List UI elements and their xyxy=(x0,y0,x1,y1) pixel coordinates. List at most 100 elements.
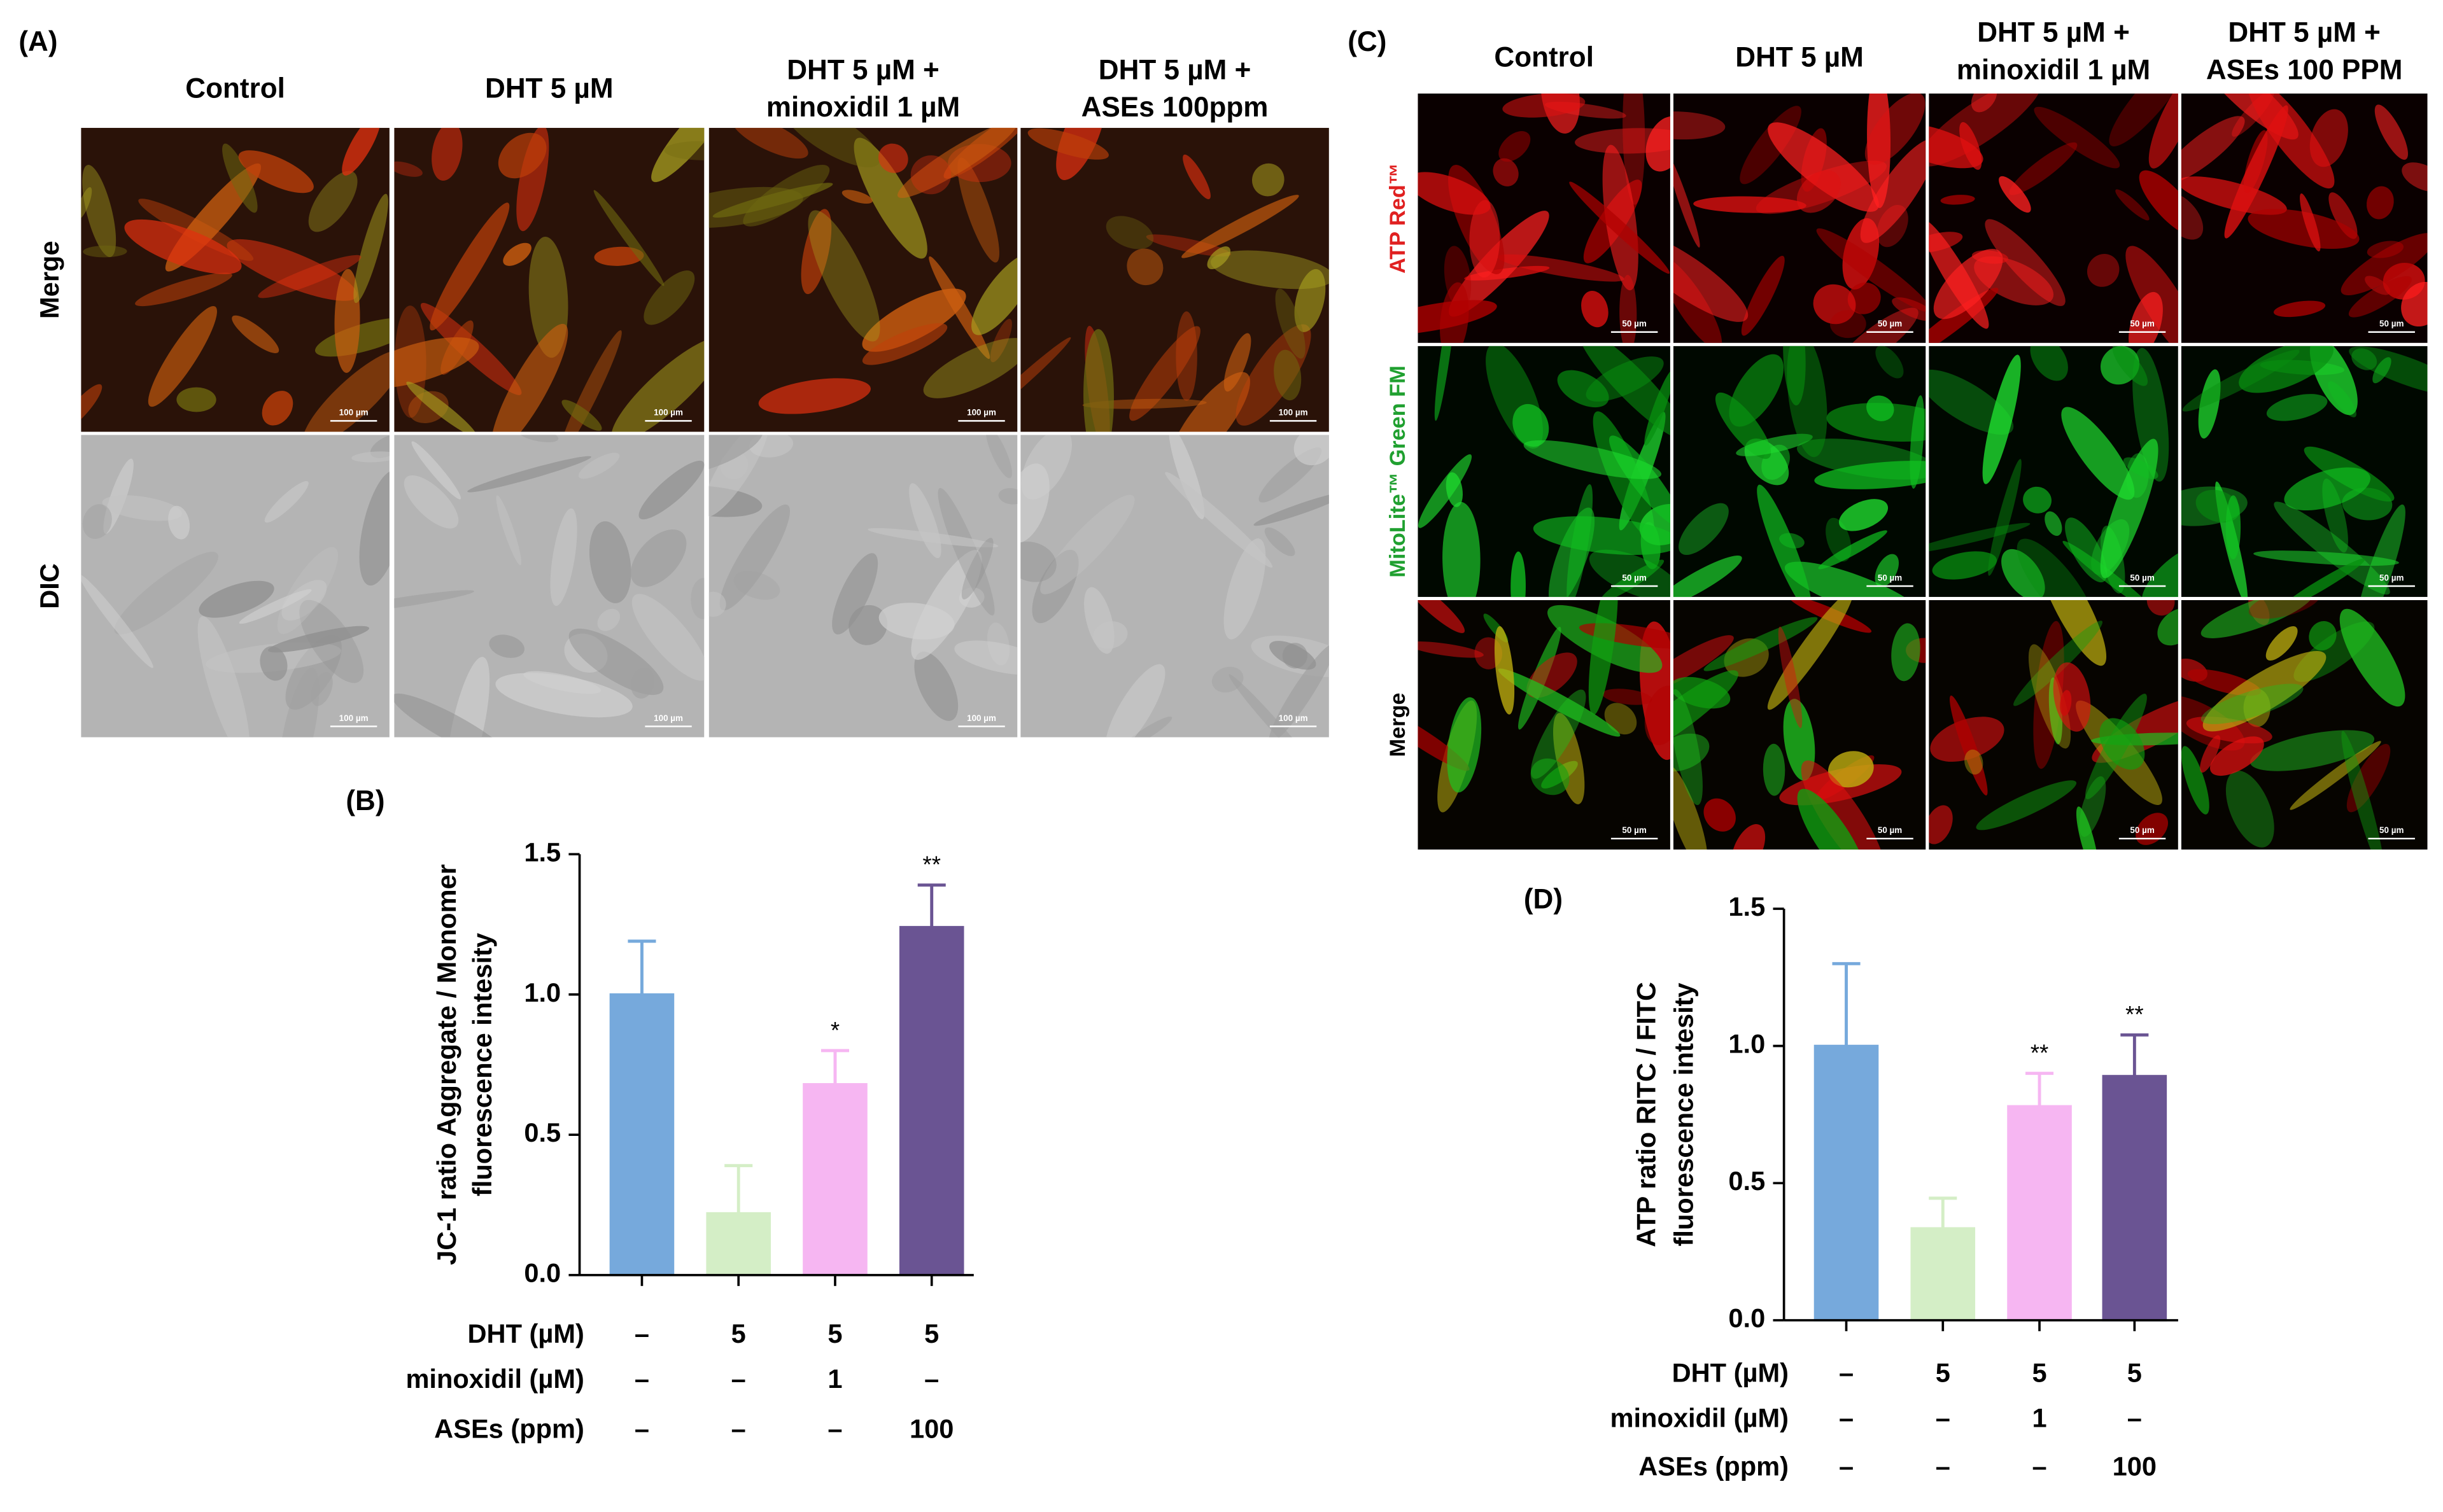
cell xyxy=(2200,683,2304,724)
cell xyxy=(1181,195,1299,258)
cell xyxy=(2181,192,2204,240)
cell xyxy=(1275,288,1306,359)
cell xyxy=(2348,276,2412,318)
treatment-entry: 5 xyxy=(2032,1357,2046,1387)
cell xyxy=(1814,461,1926,489)
significance-label: ** xyxy=(2125,1002,2144,1028)
cell xyxy=(1783,346,1806,406)
treatment-label: ASEs (ppm) xyxy=(1638,1451,1789,1481)
cell xyxy=(2341,233,2428,296)
cell xyxy=(898,127,1017,199)
cell xyxy=(708,186,803,228)
cell xyxy=(2300,193,2321,252)
cell xyxy=(81,575,153,668)
cell xyxy=(998,488,1018,505)
cell xyxy=(1211,666,1244,693)
treatment-entry: – xyxy=(2032,1451,2046,1481)
cell xyxy=(353,193,388,304)
cell xyxy=(135,272,232,307)
cell xyxy=(278,668,320,738)
column-header: Control xyxy=(1494,42,1594,73)
cell xyxy=(961,538,994,599)
panel-label: (C) xyxy=(1348,26,1386,57)
cell xyxy=(1083,329,1114,432)
cell xyxy=(691,578,705,619)
cell xyxy=(1282,643,1307,669)
cell xyxy=(1673,154,1700,248)
cell xyxy=(411,441,461,500)
cell xyxy=(1673,764,1708,850)
cell xyxy=(2087,254,2120,287)
column-header: minoxidil 1 µM xyxy=(766,92,960,123)
cell xyxy=(1493,158,1519,186)
cell xyxy=(2202,651,2327,732)
cell xyxy=(2274,501,2390,595)
micrograph: 50 µm xyxy=(1673,346,1926,598)
cell xyxy=(503,242,532,266)
scale-bar-label: 100 µm xyxy=(339,713,369,723)
cell xyxy=(1169,372,1250,432)
cell xyxy=(1839,499,1889,531)
cell xyxy=(1581,291,1609,328)
cell xyxy=(491,323,568,432)
cell xyxy=(1950,695,1988,796)
panel-label: (B) xyxy=(346,785,384,816)
cell xyxy=(985,435,1012,479)
cell xyxy=(854,137,927,259)
cell xyxy=(2200,735,2221,773)
cell xyxy=(1418,172,1491,215)
cell xyxy=(801,209,832,295)
y-tick-label: 1.0 xyxy=(524,977,561,1007)
scale-bar-label: 50 µm xyxy=(2130,573,2154,582)
cell xyxy=(1929,805,1953,844)
cell xyxy=(1020,337,1071,427)
cell xyxy=(1020,542,1057,582)
cell xyxy=(1498,668,1621,737)
row-label: Merge xyxy=(1386,693,1410,757)
cell xyxy=(630,529,687,587)
cell xyxy=(1418,600,1465,633)
treatment-entry: – xyxy=(924,1364,939,1394)
cell xyxy=(708,591,726,617)
micrograph: 50 µm xyxy=(2181,93,2428,343)
cell xyxy=(1253,491,1329,526)
cell xyxy=(731,127,808,159)
cell xyxy=(2001,549,2045,598)
cell xyxy=(489,634,525,658)
cell xyxy=(199,580,274,618)
column-header: DHT 5 µM xyxy=(485,73,614,104)
cell xyxy=(2248,209,2360,249)
cell xyxy=(954,640,1018,675)
scale-bar-label: 100 µm xyxy=(654,713,683,723)
treatment-entry: – xyxy=(635,1319,649,1348)
cell xyxy=(1892,297,1926,321)
cell xyxy=(1523,440,1661,479)
cell xyxy=(1127,248,1164,286)
cell xyxy=(1251,163,1285,197)
treatment-entry: – xyxy=(1839,1403,1854,1432)
cell xyxy=(1447,697,1482,793)
cell xyxy=(1497,254,1624,282)
cell xyxy=(1418,454,1472,528)
cell xyxy=(2013,620,2103,706)
cell xyxy=(957,157,999,263)
cell xyxy=(102,495,182,521)
row-label: Merge xyxy=(34,241,64,319)
cell xyxy=(758,378,871,414)
significance-label: ** xyxy=(2031,1040,2049,1066)
cell xyxy=(1122,717,1172,738)
cell xyxy=(2328,192,2358,239)
cell xyxy=(1207,246,1231,270)
cell xyxy=(2225,495,2241,559)
cell xyxy=(82,165,116,257)
cell xyxy=(342,127,381,176)
cell xyxy=(2100,438,2158,578)
cell xyxy=(1929,369,2014,435)
cell xyxy=(2028,644,2071,749)
cell xyxy=(1836,307,1918,343)
cell xyxy=(2076,806,2099,850)
cell xyxy=(2017,538,2094,598)
scale-bar-label: 50 µm xyxy=(1878,573,1902,582)
y-axis-label: ATP ratio RITC / FITC xyxy=(1631,982,1661,1247)
cell xyxy=(467,456,591,493)
